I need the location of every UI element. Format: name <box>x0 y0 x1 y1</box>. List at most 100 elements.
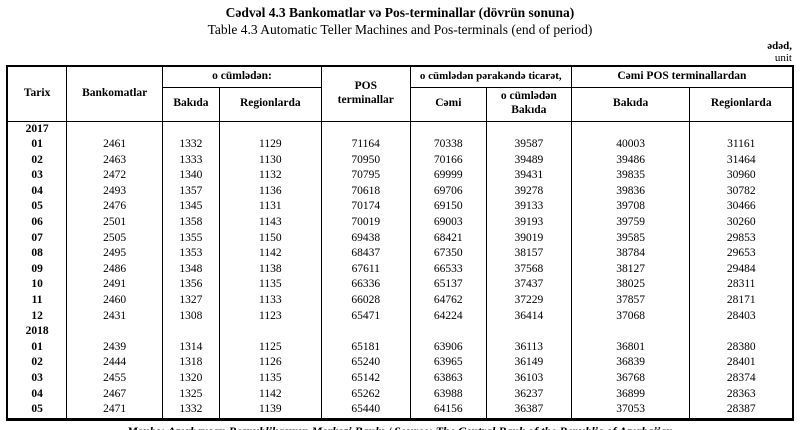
table-row: 10 2491 1356 1135 66336 65137 37437 38025 28311 <box>6 277 794 294</box>
column-header-bakida-pos: Bakıda <box>570 86 691 122</box>
row-label: 02 <box>6 355 68 371</box>
value-cell: 70174 <box>320 199 411 216</box>
value-cell: 2455 <box>66 371 164 387</box>
row-label: 03 <box>6 371 68 387</box>
value-cell: 28401 <box>689 355 794 371</box>
value-cell: 67611 <box>320 261 411 278</box>
value-cell: 2505 <box>66 230 164 247</box>
row-label: 01 <box>6 339 68 356</box>
value-cell: 63988 <box>409 386 487 403</box>
value-cell: 37568 <box>485 261 572 278</box>
value-cell: 1357 <box>162 183 220 200</box>
column-header-regionlarda-pos: Regionlarda <box>689 86 794 122</box>
value-cell: 68437 <box>320 246 411 262</box>
value-cell <box>66 120 164 138</box>
value-cell: 1308 <box>162 308 220 325</box>
value-cell: 2439 <box>66 339 164 356</box>
table-row: 09 2486 1348 1138 67611 66533 37568 38127 29484 <box>6 261 794 278</box>
value-cell <box>409 120 487 138</box>
value-cell: 39587 <box>485 137 572 153</box>
value-cell: 1356 <box>162 277 220 294</box>
value-cell: 38127 <box>570 261 691 278</box>
value-cell: 39835 <box>570 168 691 184</box>
column-header-bakida: Bakıda <box>162 86 220 122</box>
value-cell: 70019 <box>320 215 411 231</box>
value-cell: 39133 <box>485 199 572 216</box>
value-cell: 2467 <box>66 386 164 403</box>
column-header-tarix: Tarix <box>6 65 68 122</box>
value-cell: 30260 <box>689 215 794 231</box>
value-cell: 36113 <box>485 339 572 356</box>
value-cell: 1348 <box>162 261 220 278</box>
value-cell: 1332 <box>162 137 220 153</box>
value-cell: 1139 <box>218 402 322 420</box>
value-cell: 63863 <box>409 371 487 387</box>
value-cell: 1133 <box>218 293 322 309</box>
value-cell: 70795 <box>320 168 411 184</box>
row-label: 11 <box>6 293 68 309</box>
value-cell: 28374 <box>689 371 794 387</box>
value-cell: 39585 <box>570 230 691 247</box>
value-cell: 1129 <box>218 137 322 153</box>
value-cell: 1325 <box>162 386 220 403</box>
value-cell: 28403 <box>689 308 794 325</box>
value-cell: 63965 <box>409 355 487 371</box>
value-cell <box>218 120 322 138</box>
value-cell: 63906 <box>409 339 487 356</box>
value-cell: 37857 <box>570 293 691 309</box>
value-cell: 38784 <box>570 246 691 262</box>
value-cell: 38157 <box>485 246 572 262</box>
value-cell: 36103 <box>485 371 572 387</box>
value-cell: 36899 <box>570 386 691 403</box>
value-cell: 65137 <box>409 277 487 294</box>
value-cell: 69438 <box>320 230 411 247</box>
source-note: Mənbə: Azərbaycan Respublikasının Mərkəz… <box>0 424 800 430</box>
value-cell: 1142 <box>218 386 322 403</box>
column-header-pos-terminallar: POS terminallar <box>320 65 411 122</box>
value-cell: 28311 <box>689 277 794 294</box>
value-cell: 67350 <box>409 246 487 262</box>
table-row: 04 2493 1357 1136 70618 69706 39278 39836 30782 <box>6 183 794 200</box>
value-cell: 29853 <box>689 230 794 247</box>
row-label: 09 <box>6 261 68 278</box>
value-cell: 2501 <box>66 215 164 231</box>
table-row: 02 2463 1333 1130 70950 70166 39489 39486 31464 <box>6 152 794 169</box>
value-cell: 1353 <box>162 246 220 262</box>
value-cell: 1320 <box>162 371 220 387</box>
table-body: 2017 01 2461 1332 1129 71164 70338 39587 40003 31… <box>6 120 794 420</box>
value-cell: 64762 <box>409 293 487 309</box>
value-cell: 1142 <box>218 246 322 262</box>
value-cell: 39708 <box>570 199 691 216</box>
value-cell: 1132 <box>218 168 322 184</box>
table-row: 01 2439 1314 1125 65181 63906 36113 36801 28380 <box>6 339 794 356</box>
value-cell: 65240 <box>320 355 411 371</box>
table-row: 05 2476 1345 1131 70174 69150 39133 39708 30466 <box>6 199 794 216</box>
value-cell: 1340 <box>162 168 220 184</box>
column-header-o-cumleden: o cümlədən: <box>162 65 322 88</box>
table-row: 11 2460 1327 1133 66028 64762 37229 37857 28171 <box>6 293 794 309</box>
value-cell <box>66 324 164 340</box>
value-cell: 70338 <box>409 137 487 153</box>
value-cell: 1143 <box>218 215 322 231</box>
value-cell: 69150 <box>409 199 487 216</box>
value-cell: 1333 <box>162 152 220 169</box>
value-cell: 2431 <box>66 308 164 325</box>
value-cell <box>689 120 794 138</box>
value-cell: 69999 <box>409 168 487 184</box>
row-label: 06 <box>6 215 68 231</box>
value-cell: 64224 <box>409 308 487 325</box>
value-cell: 31464 <box>689 152 794 169</box>
value-cell: 39431 <box>485 168 572 184</box>
value-cell: 65471 <box>320 308 411 325</box>
value-cell: 2495 <box>66 246 164 262</box>
value-cell: 2491 <box>66 277 164 294</box>
value-cell: 1327 <box>162 293 220 309</box>
value-cell: 71164 <box>320 137 411 153</box>
row-label: 07 <box>6 230 68 247</box>
value-cell: 66028 <box>320 293 411 309</box>
row-label: 05 <box>6 402 68 420</box>
column-header-perakende-ticaret: o cümlədən pərakəndə ticarət, <box>409 65 572 88</box>
value-cell: 36768 <box>570 371 691 387</box>
value-cell: 70950 <box>320 152 411 169</box>
value-cell: 29484 <box>689 261 794 278</box>
